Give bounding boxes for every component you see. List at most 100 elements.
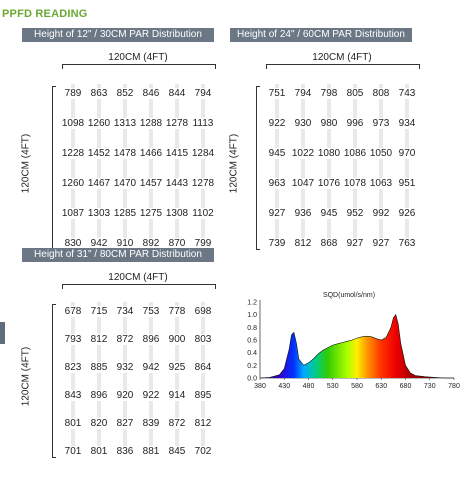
ppfd-cell: 872 [112, 334, 138, 345]
light-bar [71, 84, 75, 248]
ppfd-cell: 920 [112, 390, 138, 401]
ppfd-cell: 881 [138, 446, 164, 457]
light-bar [97, 84, 101, 248]
x-tick-label: 630 [375, 383, 387, 390]
height-label: 120CM (4FT) [228, 133, 240, 194]
ppfd-cell: 1284 [190, 148, 216, 159]
spectrum-chart: SQD(umol/s/nm) 0.0 0.2 0.4 0.6 0.8 1.0 1.2 380 4… [236, 292, 462, 396]
panel-header: Height of 24" / 60CM PAR Distribution [230, 28, 412, 42]
light-bar [201, 302, 205, 456]
ppfd-cell: 789 [60, 88, 86, 99]
ppfd-cell: 793 [60, 334, 86, 345]
ppfd-cell: 801 [60, 418, 86, 429]
light-bar [405, 84, 409, 248]
ppfd-cell: 812 [86, 334, 112, 345]
ppfd-cell: 805 [342, 88, 368, 99]
spectrum-svg: 0.0 0.2 0.4 0.6 0.8 1.0 1.2 380 430 480 530 580 630 6… [247, 300, 460, 391]
light-bar [149, 302, 153, 456]
ppfd-cell: 1467 [86, 178, 112, 189]
ppfd-cell: 794 [290, 88, 316, 99]
ppfd-cell: 812 [190, 418, 216, 429]
ppfd-cell: 872 [164, 418, 190, 429]
ppfd-cell: 936 [290, 208, 316, 219]
ppfd-cell: 992 [368, 208, 394, 219]
ppfd-cell: 910 [112, 238, 138, 249]
ppfd-cell: 1457 [138, 178, 164, 189]
ppfd-cell: 1228 [60, 148, 86, 159]
ppfd-cell: 973 [368, 118, 394, 129]
height-bracket [52, 86, 56, 250]
ppfd-cell: 927 [342, 238, 368, 249]
ppfd-cell: 864 [190, 362, 216, 373]
ppfd-cell: 678 [60, 306, 86, 317]
x-tick-label: 430 [278, 383, 290, 390]
ppfd-cell: 980 [316, 118, 342, 129]
y-tick-label: 1.2 [247, 300, 257, 307]
ppfd-cell: 820 [86, 418, 112, 429]
light-bar [175, 84, 179, 248]
ppfd-cell: 743 [394, 88, 420, 99]
width-bracket [266, 64, 420, 69]
ppfd-cell: 1087 [60, 208, 86, 219]
ppfd-cell: 1076 [316, 178, 342, 189]
ppfd-cell: 1452 [86, 148, 112, 159]
spectrum-area [260, 314, 454, 378]
y-tick-label: 0.8 [247, 325, 257, 332]
ppfd-cell: 830 [60, 238, 86, 249]
ppfd-cell: 927 [264, 208, 290, 219]
ppfd-cell: 926 [394, 208, 420, 219]
ppfd-cell: 1086 [342, 148, 368, 159]
ppfd-cell: 934 [394, 118, 420, 129]
ppfd-cell: 895 [190, 390, 216, 401]
ppfd-cell: 925 [164, 362, 190, 373]
ppfd-cell: 763 [394, 238, 420, 249]
ppfd-cell: 932 [112, 362, 138, 373]
ppfd-cell: 1275 [138, 208, 164, 219]
par-panel-80cm: Height of 31" / 80CM PAR Distribution 120… [20, 248, 216, 458]
ppfd-cell: 734 [112, 306, 138, 317]
ppfd-cell: 970 [394, 148, 420, 159]
width-bracket [62, 284, 216, 289]
ppfd-cell: 845 [164, 446, 190, 457]
height-label: 120CM (4FT) [20, 346, 32, 407]
ppfd-cell: 778 [164, 306, 190, 317]
ppfd-cell: 702 [190, 446, 216, 457]
ppfd-cell: 823 [60, 362, 86, 373]
ppfd-cell: 1415 [164, 148, 190, 159]
height-bracket [52, 304, 56, 458]
ppfd-cell: 951 [394, 178, 420, 189]
ppfd-cell: 1260 [60, 178, 86, 189]
width-bracket [62, 64, 216, 69]
ppfd-cell: 715 [86, 306, 112, 317]
ppfd-cell: 799 [190, 238, 216, 249]
ppfd-cell: 922 [138, 390, 164, 401]
ppfd-cell: 1260 [86, 118, 112, 129]
page-title: PPFD READING [2, 8, 88, 20]
x-tick-label: 580 [351, 383, 363, 390]
light-bar [353, 84, 357, 248]
light-bar [327, 84, 331, 248]
y-tick-label: 1.0 [247, 312, 257, 319]
ppfd-cell: 794 [190, 88, 216, 99]
x-tick-label: 780 [448, 383, 460, 390]
ppfd-cell: 942 [138, 362, 164, 373]
ppfd-cell: 753 [138, 306, 164, 317]
ppfd-cell: 892 [138, 238, 164, 249]
ppfd-cell: 839 [138, 418, 164, 429]
ppfd-cell: 1313 [112, 118, 138, 129]
light-bar [149, 84, 153, 248]
ppfd-cell: 885 [86, 362, 112, 373]
width-label: 120CM (4FT) [312, 52, 372, 63]
ppfd-cell: 1278 [190, 178, 216, 189]
panel-header: Height of 12" / 30CM PAR Distribution [22, 28, 214, 42]
ppfd-cell: 1022 [290, 148, 316, 159]
spectrum-line [259, 314, 454, 379]
par-panel-30cm: Height of 12" / 30CM PAR Distribution 120… [21, 28, 216, 250]
ppfd-cell: 1308 [164, 208, 190, 219]
ppfd-cell: 963 [264, 178, 290, 189]
width-label: 120CM (4FT) [108, 52, 168, 63]
ppfd-cell: 751 [264, 88, 290, 99]
ppfd-cell: 812 [290, 238, 316, 249]
ppfd-cell: 808 [368, 88, 394, 99]
light-bar [123, 84, 127, 248]
